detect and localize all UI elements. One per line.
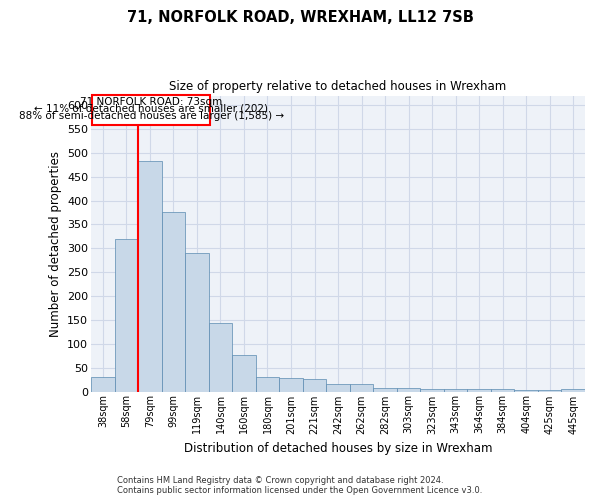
Bar xyxy=(161,212,185,392)
Bar xyxy=(115,239,138,392)
Bar xyxy=(279,378,303,392)
Text: Contains HM Land Registry data © Crown copyright and database right 2024.
Contai: Contains HM Land Registry data © Crown c… xyxy=(118,476,482,495)
Bar xyxy=(232,355,256,392)
Bar xyxy=(256,376,279,392)
Text: ← 11% of detached houses are smaller (202): ← 11% of detached houses are smaller (20… xyxy=(34,104,268,114)
Bar xyxy=(491,389,514,392)
FancyBboxPatch shape xyxy=(92,94,210,125)
Text: 88% of semi-detached houses are larger (1,585) →: 88% of semi-detached houses are larger (… xyxy=(19,110,284,120)
Bar xyxy=(138,162,161,392)
Bar xyxy=(444,389,467,392)
Bar xyxy=(467,389,491,392)
Bar xyxy=(303,378,326,392)
Bar xyxy=(373,388,397,392)
Bar xyxy=(209,323,232,392)
Title: Size of property relative to detached houses in Wrexham: Size of property relative to detached ho… xyxy=(169,80,506,93)
Text: 71, NORFOLK ROAD, WREXHAM, LL12 7SB: 71, NORFOLK ROAD, WREXHAM, LL12 7SB xyxy=(127,10,473,25)
Bar xyxy=(397,388,421,392)
Bar xyxy=(562,389,585,392)
Bar xyxy=(514,390,538,392)
Bar xyxy=(91,376,115,392)
Text: 71 NORFOLK ROAD: 73sqm: 71 NORFOLK ROAD: 73sqm xyxy=(80,97,222,107)
Bar xyxy=(421,389,444,392)
Bar xyxy=(326,384,350,392)
Y-axis label: Number of detached properties: Number of detached properties xyxy=(49,150,62,336)
Bar xyxy=(185,253,209,392)
Bar xyxy=(350,384,373,392)
X-axis label: Distribution of detached houses by size in Wrexham: Distribution of detached houses by size … xyxy=(184,442,492,455)
Bar xyxy=(538,390,562,392)
